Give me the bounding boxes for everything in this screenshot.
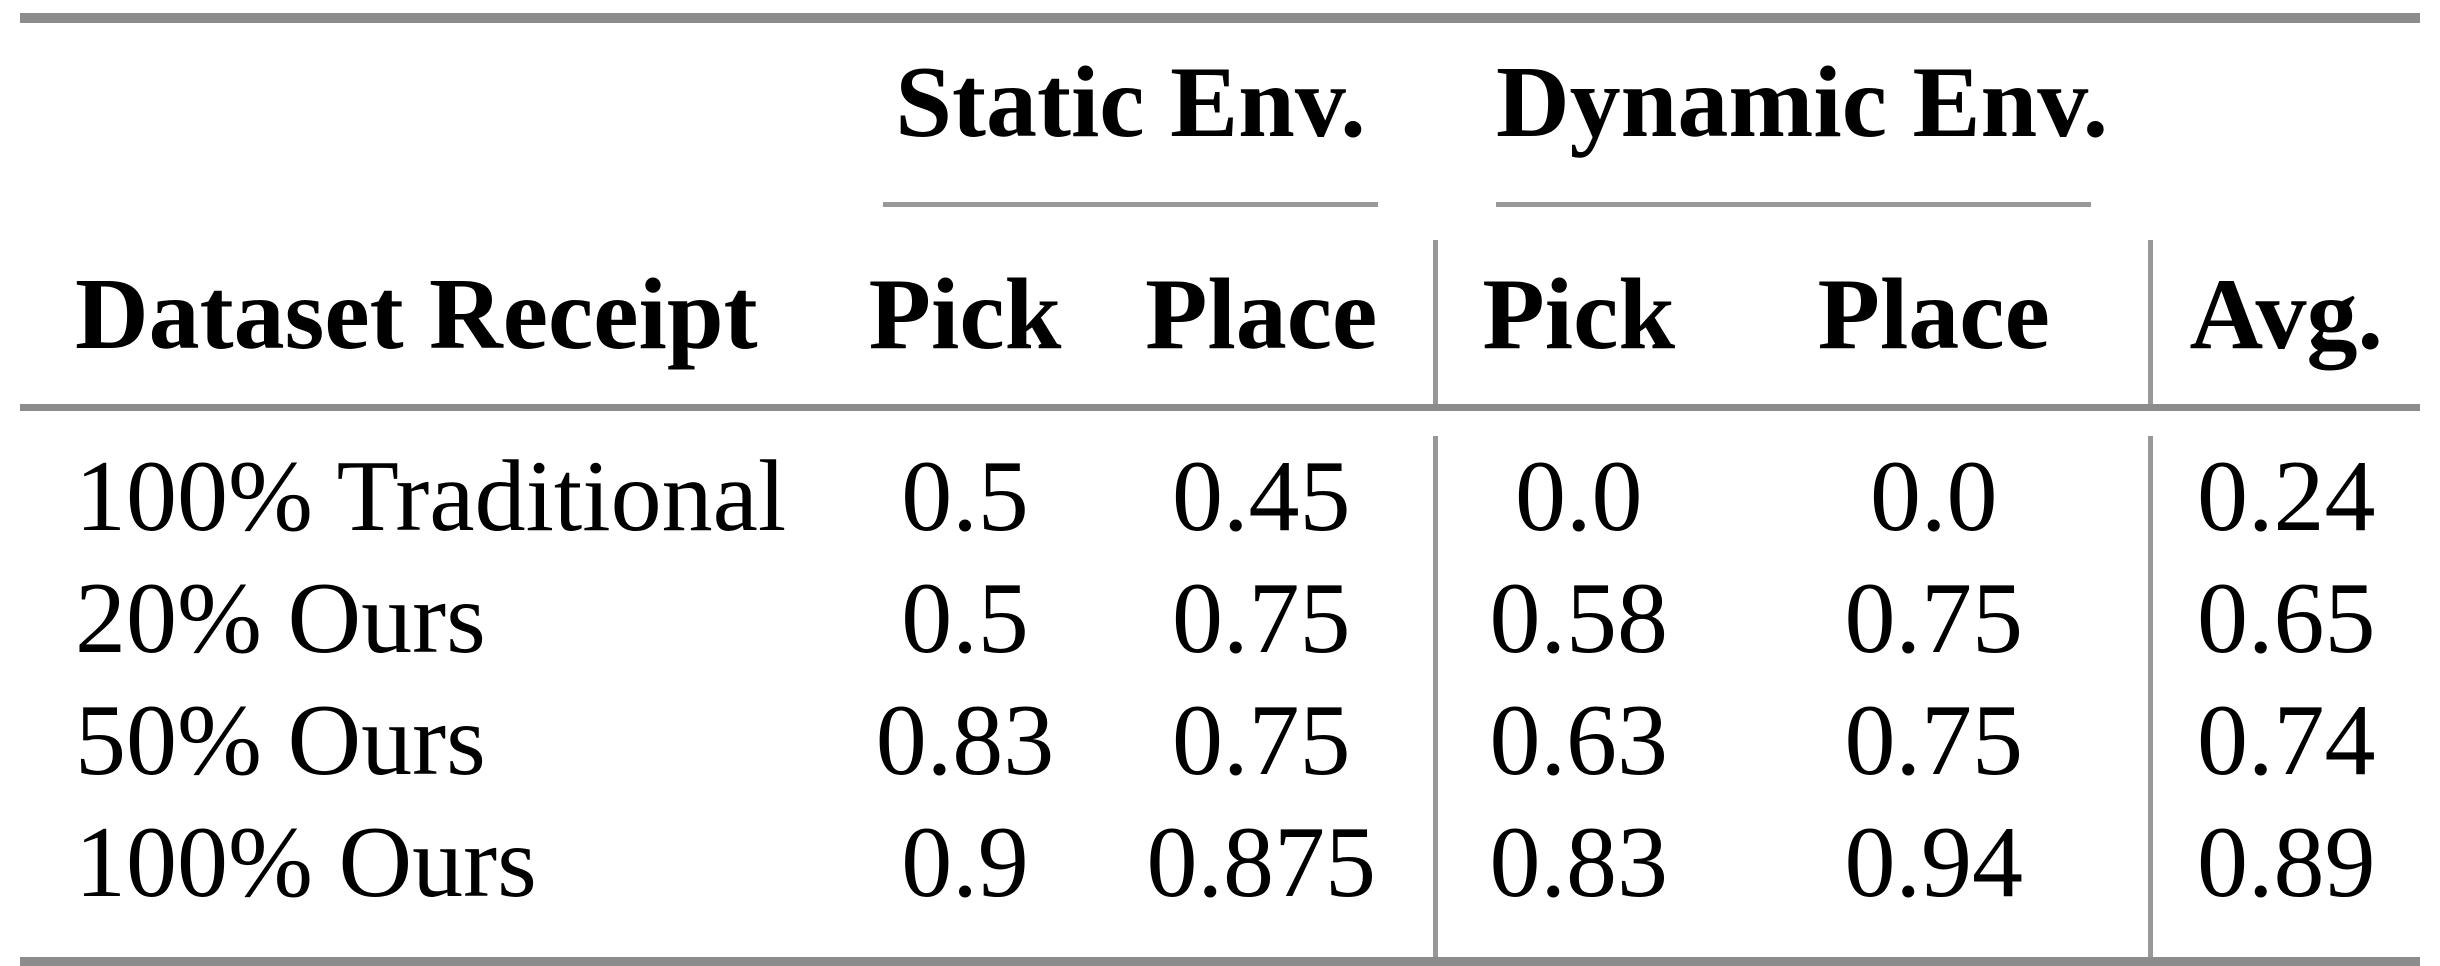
table-cell: 0.0 <box>1432 436 1720 558</box>
row-label: 50% Ours <box>75 684 486 797</box>
table-cell: 0.89 <box>2147 802 2421 924</box>
group-header-static-env: Static Env. <box>883 52 1378 207</box>
bottom-rule-row <box>20 924 2421 966</box>
row-label: 100% Traditional <box>75 440 787 553</box>
table-cell: 0.75 <box>1172 562 1351 675</box>
table-cell: 0.75 <box>1844 684 2024 797</box>
col-header-static-pick: Pick <box>840 240 1090 411</box>
table-cell: 0.5 <box>901 562 1029 675</box>
table-cell: 0.83 <box>1432 802 1720 924</box>
table-row-100-traditional: 100% Traditional 0.5 0.45 0.0 0.0 0.24 <box>20 436 2421 558</box>
rule-gap-row <box>20 408 2420 437</box>
results-table: Static Env. Dynamic Env. Dataset Receipt… <box>20 13 2421 966</box>
column-header-row: Dataset Receipt Pick Place Pick Place Av… <box>20 240 2421 411</box>
table-cell: 0.58 <box>1432 558 1720 680</box>
row-label: 20% Ours <box>75 562 486 675</box>
corner-spacer <box>20 13 840 240</box>
table-cell: 0.0 <box>1870 440 1998 553</box>
avg-spacer <box>2150 13 2421 240</box>
col-header-dynamic-place: Place <box>1720 240 2151 411</box>
group-cell-static: Static Env. <box>840 13 1435 240</box>
col-header-dynamic-pick: Pick <box>1432 240 1720 411</box>
table-row-100-ours: 100% Ours 0.9 0.875 0.83 0.94 0.89 <box>20 802 2421 924</box>
group-header-row: Static Env. Dynamic Env. <box>20 13 2421 240</box>
table-row-50-ours: 50% Ours 0.83 0.75 0.63 0.75 0.74 <box>20 680 2421 802</box>
row-label: 100% Ours <box>75 806 537 919</box>
group-cell-dynamic: Dynamic Env. <box>1435 13 2151 240</box>
group-header-dynamic-env: Dynamic Env. <box>1496 52 2108 207</box>
table-cell: 0.83 <box>875 684 1055 797</box>
col-header-avg: Avg. <box>2147 240 2421 411</box>
table-cell: 0.74 <box>2147 680 2421 802</box>
table-cell: 0.94 <box>1844 806 2024 919</box>
table-cell: 0.65 <box>2147 558 2421 680</box>
table-cell: 0.9 <box>901 806 1029 919</box>
table-cell: 0.75 <box>1844 562 2024 675</box>
table-row-20-ours: 20% Ours 0.5 0.75 0.58 0.75 0.65 <box>20 558 2421 680</box>
table-cell: 0.5 <box>901 440 1029 553</box>
table-cell: 0.75 <box>1172 684 1351 797</box>
table-cell: 0.45 <box>1172 440 1351 553</box>
col-header-static-place: Place <box>1090 240 1435 411</box>
corner-header: Dataset Receipt <box>20 240 840 411</box>
table-cell: 0.63 <box>1432 680 1720 802</box>
table-cell: 0.875 <box>1146 806 1377 919</box>
table-cell: 0.24 <box>2147 436 2421 558</box>
